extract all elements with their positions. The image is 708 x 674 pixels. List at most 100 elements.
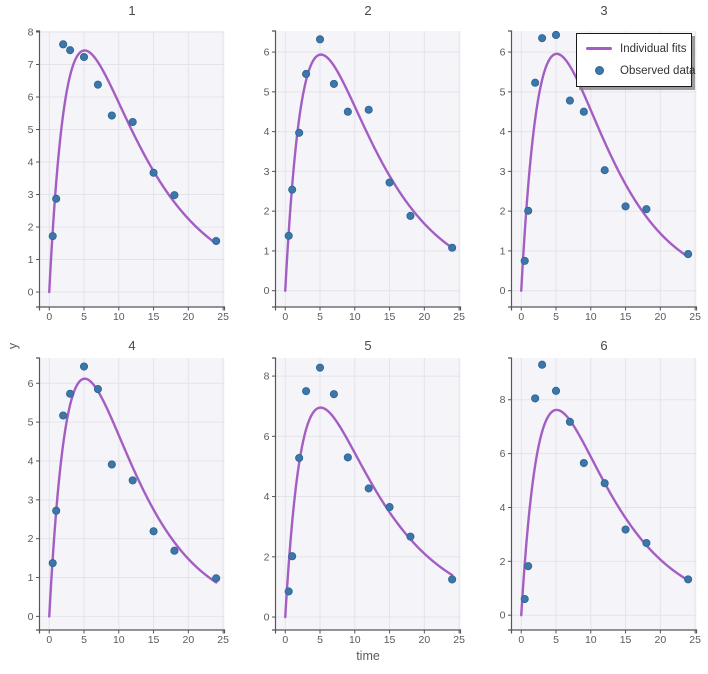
y-tick-label: 4	[500, 502, 506, 514]
x-tick-label: 20	[182, 634, 194, 646]
y-axis	[508, 357, 513, 631]
x-tick-label: 0	[282, 311, 288, 323]
observed-point	[79, 362, 89, 371]
fit-line-swatch	[583, 47, 615, 50]
observed-point	[59, 40, 68, 49]
y-tick-label: 2	[500, 556, 506, 568]
observed-point	[531, 78, 540, 87]
observed-point	[642, 538, 651, 548]
observed-point	[448, 243, 457, 252]
observed-point	[329, 79, 338, 88]
x-axis	[274, 629, 462, 634]
observed-point	[364, 105, 373, 114]
y-tick-label: 5	[28, 124, 34, 136]
observed-point	[170, 191, 179, 200]
x-tick-label: 5	[553, 634, 559, 646]
y-tick-label: 4	[28, 455, 34, 467]
observed-point	[288, 552, 297, 561]
panel-title: 4	[128, 338, 135, 353]
y-tick-label: 2	[500, 206, 506, 218]
observed-point	[406, 211, 415, 220]
observed-point	[520, 256, 529, 265]
observed-point	[170, 546, 179, 555]
legend-item-observed-data: Observed data	[583, 61, 695, 80]
x-tick-label: 10	[349, 634, 361, 646]
panel-5-chart: 0 5 10 15 20 25 0 2 4 6 8 5	[264, 338, 465, 646]
y-tick-label: 0	[28, 611, 34, 623]
x-tick-label: 10	[585, 311, 597, 323]
x-tick-label: 0	[46, 634, 52, 646]
observed-point	[565, 417, 574, 426]
x-tick-label: 25	[453, 311, 465, 323]
y-axis	[272, 357, 277, 631]
observed-point	[343, 107, 352, 116]
y-tick-label: 3	[500, 166, 506, 178]
panel-4-chart: 0 5 10 15 20 25 0 1 2 3 4 5 6 4	[28, 338, 229, 646]
observed-point	[448, 575, 457, 584]
y-tick-label: 4	[264, 126, 270, 138]
legend-label: Observed data	[620, 64, 696, 77]
observed-point	[284, 587, 293, 596]
plot-background	[511, 358, 697, 630]
y-tick-label: 1	[500, 245, 506, 257]
y-tick-label: 1	[264, 245, 270, 257]
y-tick-label: 0	[28, 287, 34, 299]
x-tick-label: 0	[518, 311, 524, 323]
observed-point	[295, 128, 304, 137]
observed-point	[48, 559, 57, 568]
y-tick-label: 3	[264, 166, 270, 178]
y-tick-label: 8	[28, 26, 34, 38]
y-tick-label: 4	[500, 126, 506, 138]
panel-6-slot: 0 5 10 15 20 25 0 2 4 6 8 6	[472, 335, 708, 674]
fit-curve	[284, 406, 454, 619]
y-tick-label: 6	[264, 47, 270, 59]
panel-2-chart: 0 5 10 15 20 25 0 1 2 3 4 5 6 2	[264, 3, 465, 323]
x-tick-label: 15	[620, 634, 632, 646]
plot-background	[39, 358, 225, 630]
observed-point	[684, 575, 693, 584]
observed-point	[621, 202, 630, 211]
x-tick-label: 15	[620, 311, 632, 323]
x-tick-label: 10	[113, 634, 125, 646]
y-tick-label: 1	[28, 254, 34, 266]
x-axis	[510, 629, 698, 634]
y-axis-label: y	[6, 342, 20, 350]
observed-point	[52, 194, 61, 203]
observed-point	[385, 178, 394, 187]
x-tick-label: 10	[585, 634, 597, 646]
observed-point	[284, 231, 293, 240]
y-axis	[272, 30, 277, 308]
panel-1-slot: 0 5 10 15 20 25 0 1 2 3 4 5 6 7 8 1	[0, 0, 236, 340]
observed-point	[79, 52, 89, 62]
legend-label: Individual fits	[620, 42, 687, 55]
observed-point	[551, 30, 561, 40]
x-axis	[510, 306, 698, 311]
observed-point	[295, 453, 304, 463]
observed-point	[149, 527, 158, 536]
panel-title: 6	[600, 338, 607, 353]
x-tick-label: 25	[689, 634, 701, 646]
x-tick-label: 15	[148, 634, 160, 646]
y-axis	[508, 30, 513, 308]
y-tick-label: 8	[264, 371, 270, 383]
x-tick-label: 25	[453, 634, 465, 646]
plot-background	[275, 358, 461, 630]
legend-item-individual-fits: Individual fits	[583, 39, 687, 58]
panel-6-chart: 0 5 10 15 20 25 0 2 4 6 8 6	[500, 338, 701, 646]
y-tick-label: 5	[28, 417, 34, 429]
x-tick-label: 10	[113, 311, 125, 323]
observed-point	[66, 46, 75, 55]
observed-point	[524, 562, 533, 571]
observed-point	[538, 360, 547, 369]
x-tick-label: 5	[81, 311, 87, 323]
fit-curve	[284, 53, 454, 292]
y-tick-label: 0	[500, 610, 506, 622]
x-tick-label: 20	[418, 634, 430, 646]
y-tick-label: 8	[500, 394, 506, 406]
observed-point	[621, 525, 630, 534]
observed-point	[48, 232, 57, 241]
y-tick-label: 3	[28, 189, 34, 201]
y-axis	[36, 30, 41, 308]
plot-background	[39, 31, 225, 307]
observed-point	[93, 80, 102, 89]
